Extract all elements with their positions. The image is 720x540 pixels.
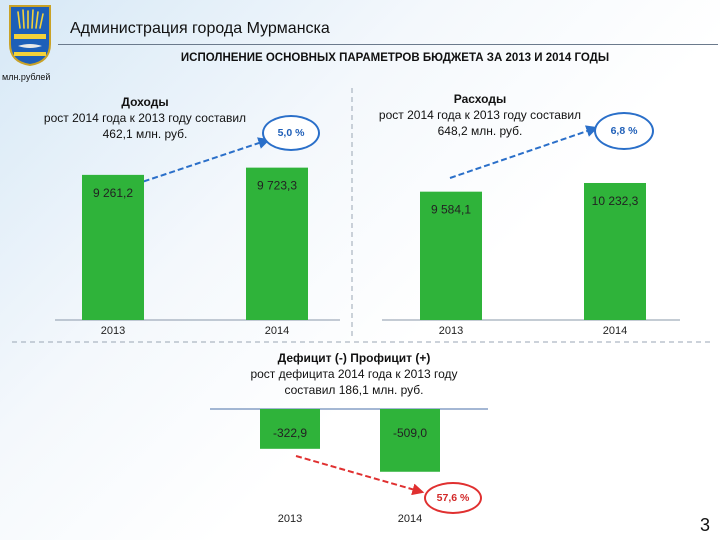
expense-growth-badge: 6,8 % bbox=[594, 112, 654, 150]
deficit-tick-label-2014: 2014 bbox=[398, 513, 422, 525]
deficit-caption: Дефицит (-) Профицит (+) рост дефицита 2… bbox=[232, 350, 476, 398]
income-growth-arrow bbox=[117, 137, 271, 191]
expense-tick-label-2014: 2014 bbox=[603, 325, 627, 337]
income-growth-badge: 5,0 % bbox=[262, 115, 320, 151]
expense-tick-label-2013: 2013 bbox=[439, 325, 463, 337]
header-divider bbox=[58, 44, 718, 45]
income-value-label-2014: 9 723,3 bbox=[257, 179, 297, 193]
income-bar-2013 bbox=[82, 174, 144, 320]
deficit-bar-2014 bbox=[380, 409, 440, 472]
deficit-tick-label-2013: 2013 bbox=[278, 513, 302, 525]
income-value-label-2013: 9 261,2 bbox=[93, 186, 133, 200]
deficit-heading: Дефицит (-) Профицит (+) bbox=[277, 351, 431, 365]
expense-bar-2014 bbox=[584, 182, 646, 320]
deficit-text-line1: рост дефицита 2014 года к 2013 году bbox=[250, 367, 458, 381]
page-number: 3 bbox=[699, 515, 710, 535]
deficit-value-label-2014: -509,0 bbox=[393, 426, 427, 440]
income-tick-label-2014: 2014 bbox=[265, 325, 289, 337]
expense-heading: Расходы bbox=[453, 92, 507, 106]
deficit-growth-arrow bbox=[295, 455, 425, 496]
deficit-growth-badge: 57,6 % bbox=[424, 482, 482, 514]
expense-growth-arrow bbox=[449, 125, 599, 179]
expense-text-line1: рост 2014 года к 2013 году составил bbox=[378, 108, 582, 122]
expense-bar-2013 bbox=[420, 191, 482, 320]
org-title: Администрация города Мурманска bbox=[70, 20, 330, 37]
expense-value-label-2014: 10 232,3 bbox=[592, 194, 639, 208]
page-subtitle: ИСПОЛНЕНИЕ ОСНОВНЫХ ПАРАМЕТРОВ БЮДЖЕТА З… bbox=[180, 52, 610, 64]
income-text-line1: рост 2014 года к 2013 году составил bbox=[43, 111, 247, 125]
coat-of-arms-icon bbox=[9, 5, 51, 66]
expense-text-line2: 648,2 млн. руб. bbox=[437, 124, 523, 138]
deficit-bar-2013 bbox=[260, 409, 320, 449]
expense-caption: Расходы рост 2014 года к 2013 году соста… bbox=[362, 91, 598, 139]
income-text-line2: 462,1 млн. руб. bbox=[102, 127, 188, 141]
income-bar-2014 bbox=[246, 167, 308, 320]
deficit-value-label-2013: -322,9 bbox=[273, 426, 307, 440]
income-heading: Доходы bbox=[121, 95, 169, 109]
expense-value-label-2013: 9 584,1 bbox=[431, 203, 471, 217]
income-caption: Доходы рост 2014 года к 2013 году состав… bbox=[30, 94, 260, 142]
unit-label: млн.рублей bbox=[2, 72, 51, 82]
income-tick-label-2013: 2013 bbox=[101, 325, 125, 337]
deficit-text-line2: составил 186,1 млн. руб. bbox=[284, 383, 424, 397]
